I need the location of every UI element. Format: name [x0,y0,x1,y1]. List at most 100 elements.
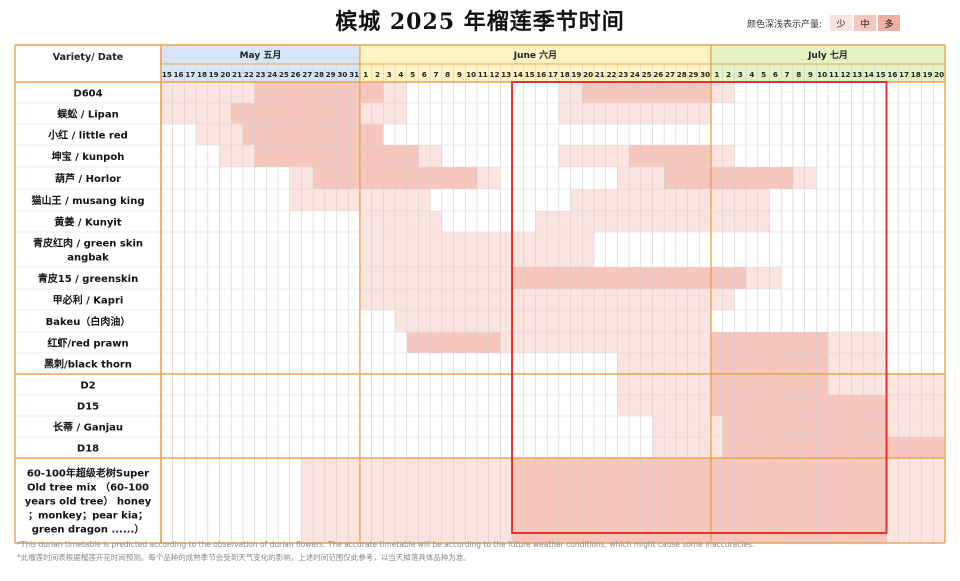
day-tick-label: 10 [466,70,476,79]
variety-label: 黑刺/black thorn [44,358,132,371]
variety-label-line: Old tree mix （60-100 [27,481,149,494]
variety-label-line: green dragon ......） [32,523,145,536]
day-tick-label: 21 [595,70,605,79]
variety-label: 甲必利 / Kapri [53,294,124,307]
heat-cell [500,332,653,353]
heat-cell [710,189,770,211]
day-tick-label: 27 [665,70,675,79]
variety-label-line: ；monkey；pear kia； [28,511,148,522]
heat-cell [827,353,887,374]
variety-label: 黄姜 / Kunyit [54,216,121,229]
day-tick-label: 8 [445,70,450,79]
heat-cell [359,458,513,543]
variety-label-line: D18 [77,444,99,455]
heat-cell [231,103,360,124]
variety-label: Bakeu（白肉油） [46,315,131,328]
variety-label-line: years old tree） honey [25,495,152,508]
day-tick-label: 4 [749,70,754,79]
day-tick-label: 22 [244,70,254,79]
heat-cell [301,458,360,543]
day-tick-label: 3 [738,70,743,79]
footnote-english: *This durian timetable is predicted acco… [17,540,755,549]
variety-label-line: angbak [67,253,109,264]
heat-cell [582,82,711,103]
heat-cell [359,211,442,232]
day-tick-label: 7 [785,70,790,79]
variety-label-line: 红虾/red prawn [47,337,128,350]
day-tick-label: 9 [808,70,813,79]
day-tick-label: 20 [220,70,230,79]
day-tick-label: 15 [876,70,886,79]
variety-label: D15 [77,402,99,413]
day-tick-label: 15 [162,70,172,79]
day-tick-label: 13 [501,70,511,79]
variety-label: 葫芦 / Horlor [55,172,121,185]
day-tick-label: 10 [817,70,827,79]
day-tick-label: 25 [642,70,652,79]
day-tick-label: 19 [571,70,581,79]
highlight-box [511,81,888,534]
variety-label-line: 小红 / little red [47,129,128,142]
variety-label: D18 [77,444,99,455]
heat-cell [886,458,945,543]
variety-label: 坤宝 / kunpoh [52,150,125,163]
day-tick-label: 30 [700,70,710,79]
heat-cell [886,416,945,437]
variety-label-line: D15 [77,402,99,413]
heat-cell [710,167,793,189]
heat-cell [219,145,255,167]
variety-header-label: Variety/ Date [53,52,123,63]
day-tick-label: 15 [525,70,535,79]
day-tick-label: 1 [714,70,719,79]
legend-label: 颜色深浅表示产量: [747,19,823,30]
heat-cell [710,416,723,437]
day-tick-label: 20 [583,70,593,79]
heat-cell [629,145,711,167]
heat-cell [359,145,419,167]
day-tick-label: 11 [478,70,488,79]
day-tick-label: 28 [314,70,324,79]
day-tick-label: 22 [606,70,616,79]
day-tick-label: 23 [618,70,628,79]
day-tick-label: 28 [677,70,687,79]
heat-cell [512,458,711,543]
variety-label-line: 60-100年超级老树Super [27,467,149,480]
heat-cell [395,310,711,332]
day-tick-label: 16 [887,70,897,79]
variety-label-line: 黄姜 / Kunyit [54,216,121,229]
day-tick-label: 26 [291,70,301,79]
day-tick-label: 12 [841,70,851,79]
variety-label: D604 [73,89,102,100]
variety-label: 小红 / little red [47,129,128,142]
legend-level-mid: 中 [854,15,877,31]
variety-label: 60-100年超级老树Super Old tree mix （60-100 year… [25,467,152,536]
variety-label: D2 [80,381,95,392]
variety-label: 蜈蚣 / Lipan [57,108,118,121]
heat-cell [254,82,360,103]
day-tick-label: 14 [513,70,523,79]
month-label: July 七月 [807,49,848,61]
day-tick-label: 16 [536,70,546,79]
month-label: May 五月 [240,50,282,61]
day-tick-label: 4 [398,70,403,79]
heat-cell [535,211,711,232]
day-tick-label: 16 [174,70,184,79]
day-tick-label: 29 [326,70,336,79]
day-tick-label: 3 [387,70,392,79]
variety-label: 青皮15 / greenskin [38,272,138,285]
day-tick-label: 21 [232,70,242,79]
day-tick-label: 31 [349,70,359,79]
heat-cell [710,395,887,416]
day-tick-label: 5 [410,70,415,79]
heat-cell [254,145,360,167]
variety-label-line: 葫芦 / Horlor [55,172,121,185]
day-tick-label: 1 [363,70,368,79]
day-tick-label: 18 [197,70,207,79]
day-tick-label: 18 [911,70,921,79]
heat-cell [710,211,770,232]
day-tick-label: 23 [255,70,265,79]
heat-cell [710,458,887,543]
day-tick-label: 2 [726,70,731,79]
day-tick-label: 17 [899,70,909,79]
